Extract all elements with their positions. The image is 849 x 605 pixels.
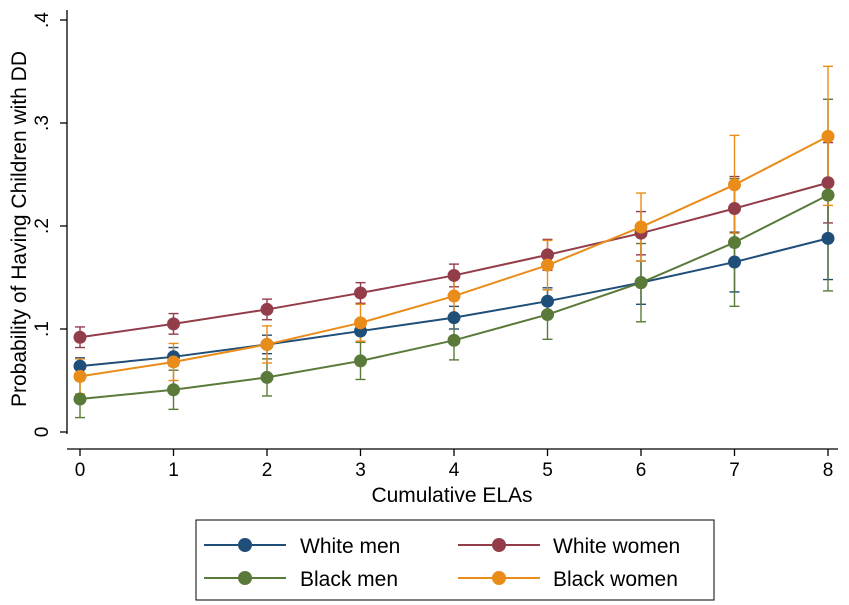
x-tick-label: 8: [823, 460, 834, 481]
legend-label: Black men: [300, 568, 398, 591]
x-tick-label: 7: [729, 460, 740, 481]
axes: [66, 10, 838, 450]
y-tick-label: 0: [32, 427, 53, 438]
data-point: [354, 354, 367, 368]
data-point: [447, 333, 461, 347]
data-point: [821, 188, 835, 202]
x-tick-label: 0: [75, 460, 86, 481]
data-point: [167, 355, 180, 369]
x-tick-label: 6: [636, 460, 647, 481]
x-tick-label: 5: [542, 460, 553, 481]
legend-item-black-men: Black men: [204, 568, 398, 591]
y-tick-label: .3: [32, 115, 53, 131]
data-point: [447, 268, 461, 282]
data-point: [260, 370, 274, 384]
data-point: [447, 289, 461, 303]
data-point: [541, 258, 554, 272]
legend-swatch-marker: [238, 571, 252, 585]
data-point: [728, 178, 741, 192]
data-point: [634, 220, 648, 234]
legend-swatch-marker: [238, 538, 252, 552]
data-point: [541, 308, 554, 322]
legend-label: White women: [553, 535, 680, 558]
data-point: [728, 255, 741, 269]
data-point: [354, 286, 367, 300]
legend: White men White women Black men Black wo…: [195, 519, 715, 601]
data-point: [634, 276, 648, 290]
x-tick-label: 2: [262, 460, 273, 481]
legend-item-white-men: White men: [204, 535, 400, 558]
data-point: [821, 231, 835, 245]
data-point: [167, 317, 180, 331]
legend-label: Black women: [553, 568, 678, 591]
x-tick-label: 4: [449, 460, 460, 481]
x-tick-label: 1: [168, 460, 179, 481]
data-point: [167, 383, 180, 397]
legend-item-black-women: Black women: [458, 568, 678, 591]
series-markers: [73, 129, 835, 406]
data-point: [728, 235, 741, 249]
y-tick-label: .4: [32, 12, 53, 28]
data-point: [541, 248, 554, 262]
data-point: [821, 129, 835, 143]
data-point: [73, 369, 87, 383]
x-tick-label: 3: [355, 460, 366, 481]
x-ticks: 0 1 2 3 4 5 6 7 8: [75, 449, 834, 481]
legend-swatch-marker: [492, 571, 506, 585]
data-point: [447, 311, 461, 325]
y-axis-title: Probability of Having Children with DD: [8, 51, 31, 407]
data-point: [73, 330, 87, 344]
y-tick-label: .1: [32, 321, 53, 337]
y-tick-label: .2: [32, 218, 53, 234]
data-point: [73, 359, 87, 373]
legend-box: [195, 519, 715, 601]
data-point: [73, 392, 87, 406]
data-point: [821, 176, 835, 190]
data-point: [260, 302, 274, 316]
data-point: [728, 201, 741, 215]
y-ticks: 0 .1 .2 .3 .4: [32, 12, 67, 438]
x-axis-title: Cumulative ELAs: [371, 484, 532, 507]
data-point: [541, 294, 554, 308]
legend-label: White men: [300, 535, 400, 558]
legend-swatch-marker: [492, 538, 506, 552]
data-point: [354, 316, 367, 330]
data-point: [260, 337, 274, 351]
legend-item-white-women: White women: [458, 535, 680, 558]
